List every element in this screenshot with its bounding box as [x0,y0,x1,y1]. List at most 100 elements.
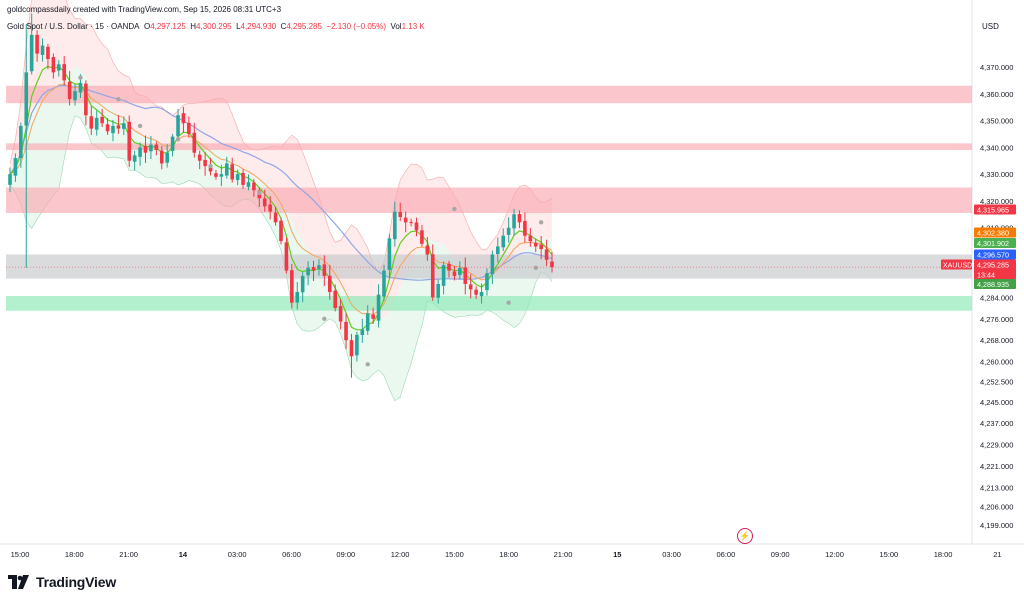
candle [127,115,132,167]
price-marker-box [974,204,1016,215]
low-value: 4,294.930 [240,22,277,31]
price-marker: 4,302.380 [974,227,1016,238]
pivot-zone-3 [6,254,972,279]
candle [111,119,115,142]
open-value: 4,297.125 [150,22,186,31]
volume-label: Vol [390,22,402,31]
candle [149,135,153,160]
candle-body [165,152,169,163]
candle [528,228,533,247]
price-marker-value: 4,301.902 [977,239,1009,248]
candle-body [425,245,430,255]
candle [311,260,316,282]
candle [544,239,549,267]
candle [62,56,66,86]
candle-body [13,158,18,176]
symbol-legend[interactable]: Gold Spot / U.S. Dollar · 15 · OANDA O4,… [7,22,425,31]
candle [485,268,489,296]
candle [550,251,554,273]
price-marker-value: 4,295.285 [977,261,1009,270]
candle-body [138,147,142,157]
candle [138,142,142,166]
price-marker-box [974,238,1016,248]
x-tick-label: 15 [613,550,621,559]
candle-body [111,125,115,134]
candle-body [485,273,489,291]
candle-body [311,267,316,271]
fractal-dot [452,206,457,212]
candle-body [349,340,354,357]
candle [409,218,413,227]
candle [29,13,34,75]
candle [403,211,408,233]
y-tick-label: 4,370.000 [980,63,1013,72]
high-label: H [190,22,197,31]
price-marker: 4,301.902 [974,238,1016,248]
candle-body [170,136,175,151]
candle-body [512,214,516,229]
candle-body [409,222,413,224]
candle-body [230,164,235,180]
candle [420,225,424,247]
candle-body [214,173,218,177]
candle [241,169,245,189]
candle [365,305,370,335]
candle [219,164,224,187]
candle [501,228,506,252]
candle [51,53,56,79]
price-marker-value: 4,296.570 [977,251,1009,260]
candle-body [84,83,88,116]
candle-body [479,291,484,297]
candle-body [203,159,207,167]
low-label: L [236,22,241,31]
x-tick-label: 18:00 [934,550,953,559]
candle [284,237,289,274]
candle [523,212,527,243]
brand-name: TradingView [36,574,117,590]
fractal-dot [137,123,143,129]
candle [235,169,240,186]
candle-body [528,235,533,242]
candle-body [100,116,104,124]
candle-body [517,214,522,223]
y-tick-label: 4,252.500 [980,378,1013,387]
candle [327,265,332,300]
fractal-dot [116,96,121,102]
y-tick-label: 4,360.000 [980,90,1013,99]
candle-body [539,244,543,250]
candle [474,286,478,300]
candle [414,217,419,237]
candle-body [414,222,419,231]
fractal-dot [322,316,327,321]
candle-body [94,117,99,130]
fractal-dot [78,75,83,80]
tradingview-logo[interactable]: TradingView [8,573,116,591]
candle [192,122,197,158]
candle-body [219,174,224,177]
candle-body [420,230,424,244]
candle-body [441,265,446,286]
x-tick-label: 15:00 [11,550,30,559]
candle-body [523,221,527,236]
symbol-tag-label: XAUUSD [943,263,972,270]
y-tick-label: 4,206.000 [980,502,1013,511]
y-tick-label: 4,229.000 [980,441,1013,450]
candle-body [67,81,72,100]
currency-label[interactable]: USD [982,22,999,31]
high-value: 4,300.295 [196,22,232,31]
candle-body [327,275,332,292]
symbol-tag-box [941,259,972,270]
fractal-dot [175,137,181,142]
price-marker-value: 4,288.935 [977,280,1009,289]
candle-body [452,271,457,276]
candle-body [447,263,451,271]
candle [13,153,18,182]
candle-body [192,132,197,153]
candle-body [116,125,121,129]
candle-body [187,122,191,134]
candle [322,255,327,286]
candle [517,210,522,229]
lightning-icon[interactable]: ⚡ [737,528,753,544]
candle [300,272,305,303]
